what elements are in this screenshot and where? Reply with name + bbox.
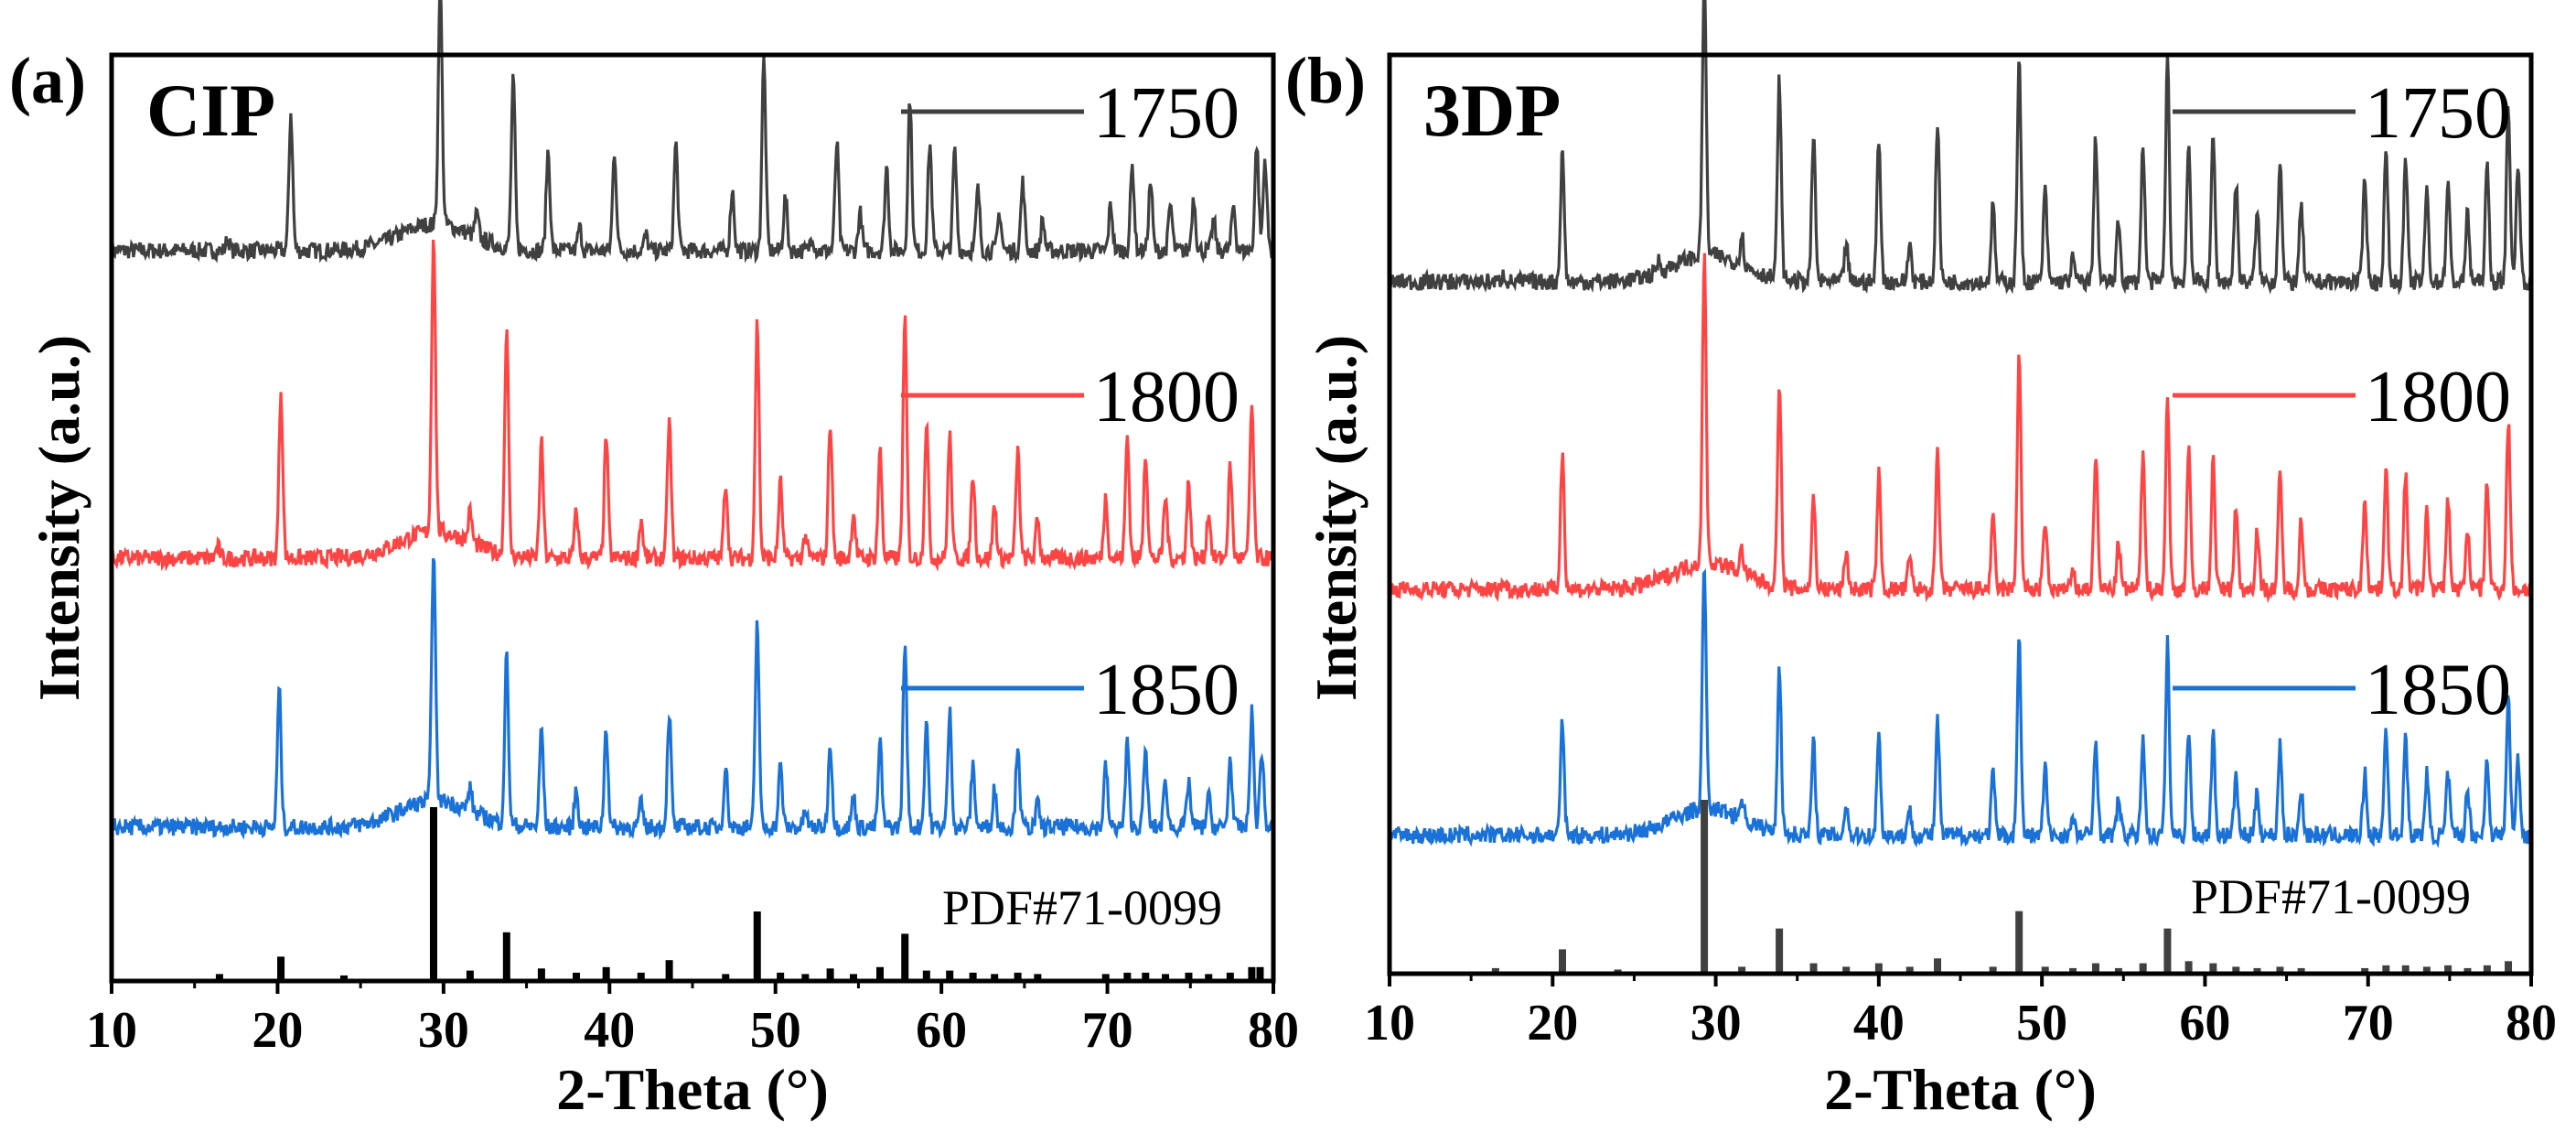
trace-a-1800 <box>110 239 1274 573</box>
x-tick-label-a-50: 50 <box>750 1002 801 1059</box>
panel-a-axes-frame <box>109 52 1276 984</box>
panel-a-legend: 1750 1800 1850 <box>901 73 1240 730</box>
legend-label-a-1800: 1800 <box>1093 357 1240 437</box>
x-tick-label-a-60: 60 <box>916 1002 967 1059</box>
trace-a-1750 <box>110 0 1274 264</box>
panel-b-x-ticks: 10 20 30 40 50 60 70 80 <box>1364 974 2557 1051</box>
panel-a-x-ticks: 10 20 30 40 50 60 70 80 <box>86 981 1299 1059</box>
trace-b-1800 <box>1388 253 2531 604</box>
legend-label-a-1750: 1750 <box>1093 73 1240 154</box>
legend-label-a-1850: 1850 <box>1093 650 1240 730</box>
trace-b-1850 <box>1388 568 2532 848</box>
legend-label-b-1800: 1800 <box>2365 357 2511 437</box>
x-tick-label-b-30: 30 <box>1690 995 1742 1051</box>
x-tick-label-b-20: 20 <box>1527 995 1578 1051</box>
x-tick-label-b-40: 40 <box>1853 995 1905 1051</box>
panel-a: 1750 1800 1850 10 20 30 40 50 60 70 80 (a) CIP PD… <box>9 0 1299 1122</box>
panel-b-reference-label: PDF#71-0099 <box>2191 869 2471 924</box>
x-tick-label-a-40: 40 <box>584 1002 635 1059</box>
x-tick-label-b-10: 10 <box>1364 995 1415 1051</box>
x-tick-label-b-70: 70 <box>2343 995 2394 1051</box>
trace-a-1850 <box>110 557 1274 841</box>
panel-a-label: (a) <box>9 44 86 117</box>
x-tick-label-b-60: 60 <box>2179 995 2230 1051</box>
panel-a-reference-label: PDF#71-0099 <box>942 880 1222 935</box>
panel-b-axes-frame <box>1387 52 2534 976</box>
panel-a-title: CIP <box>146 69 275 152</box>
panel-b-traces <box>1388 0 2532 848</box>
panel-b-y-axis-label: Intensity (a.u.) <box>1304 335 1368 701</box>
x-tick-label-a-10: 10 <box>86 1002 137 1059</box>
panel-b-title: 3DP <box>1423 69 1561 152</box>
legend-label-b-1850: 1850 <box>2365 650 2511 730</box>
panel-b-x-axis-label: 2-Theta (°) <box>1824 1057 2097 1122</box>
panel-b-label: (b) <box>1285 44 1366 117</box>
panel-a-traces <box>110 0 1274 841</box>
x-tick-label-a-20: 20 <box>252 1002 303 1059</box>
x-tick-label-a-30: 30 <box>418 1002 469 1059</box>
legend-label-b-1750: 1750 <box>2365 73 2511 154</box>
panel-a-x-axis-label: 2-Theta (°) <box>556 1057 829 1122</box>
panel-b: 1750 1800 1850 10 20 30 40 50 60 70 80 (b) 3DP PD… <box>1285 0 2557 1122</box>
x-tick-label-a-70: 70 <box>1082 1002 1133 1059</box>
x-tick-label-b-80: 80 <box>2506 995 2557 1051</box>
x-tick-label-b-50: 50 <box>2016 995 2067 1051</box>
x-tick-label-a-80: 80 <box>1248 1002 1299 1059</box>
panel-b-legend: 1750 1800 1850 <box>2173 73 2511 730</box>
panel-a-y-axis-label: Intensity (a.u.) <box>27 335 91 701</box>
trace-b-1750 <box>1388 0 2532 296</box>
